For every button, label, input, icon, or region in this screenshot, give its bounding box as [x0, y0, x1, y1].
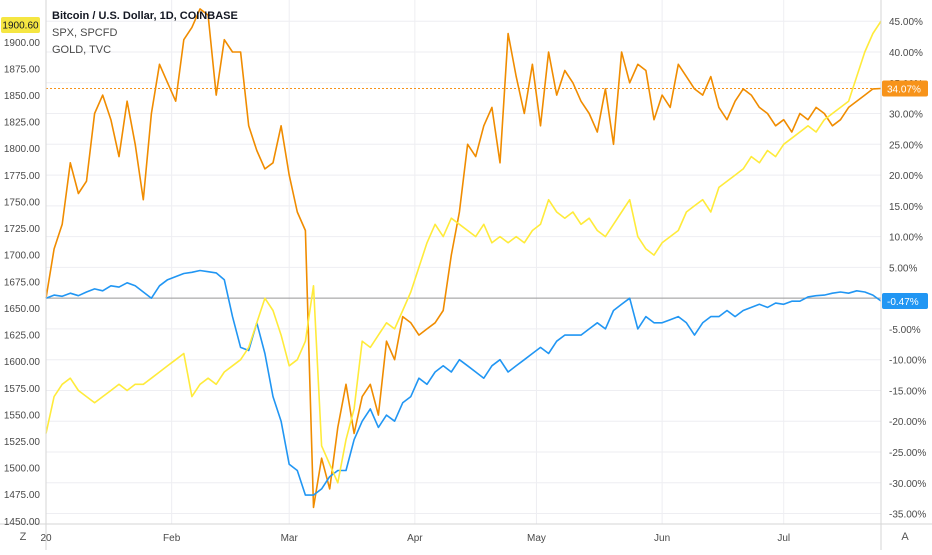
left-tick-label-1: 1475.00 — [4, 490, 41, 501]
left-tick-label-0: 1450.00 — [4, 517, 41, 528]
auto-scale-button[interactable]: A — [901, 531, 909, 543]
right-tick-label-7: 10.00% — [889, 233, 923, 244]
left-tick-label-13: 1775.00 — [4, 171, 41, 182]
x-tick-label-3: Apr — [407, 533, 423, 544]
left-tick-label-2: 1500.00 — [4, 464, 41, 475]
left-tick-label-11: 1725.00 — [4, 224, 41, 235]
left-tick-label-12: 1750.00 — [4, 197, 41, 208]
x-tick-label-2: Mar — [281, 533, 299, 544]
chart-legend: Bitcoin / U.S. Dollar, 1D, COINBASE SPX,… — [52, 8, 238, 59]
right-tick-label-4: 25.00% — [889, 140, 923, 151]
x-tick-label-1: Feb — [163, 533, 181, 544]
legend-item-gold[interactable]: GOLD, TVC — [52, 44, 112, 56]
left-price-badge-label: 1900.60 — [2, 21, 39, 32]
right-badge-label-1: -0.47% — [887, 297, 919, 308]
left-tick-label-9: 1675.00 — [4, 277, 41, 288]
x-tick-label-5: Jun — [654, 533, 670, 544]
right-tick-label-13: -20.00% — [889, 417, 926, 428]
left-tick-label-14: 1800.00 — [4, 144, 41, 155]
series-line-2 — [45, 20, 882, 484]
right-tick-label-14: -25.00% — [889, 448, 926, 459]
left-tick-label-18: 1900.00 — [4, 38, 41, 49]
plot-area — [46, 0, 881, 524]
right-tick-label-11: -10.00% — [889, 356, 926, 367]
x-tick-label-4: May — [527, 533, 546, 544]
right-tick-label-1: 40.00% — [889, 48, 923, 59]
left-tick-label-6: 1600.00 — [4, 357, 41, 368]
legend-item-bitcoin[interactable]: Bitcoin / U.S. Dollar, 1D, COINBASE — [52, 10, 238, 22]
right-tick-label-12: -15.00% — [889, 386, 926, 397]
left-tick-label-5: 1575.00 — [4, 384, 41, 395]
right-tick-label-3: 30.00% — [889, 110, 923, 121]
left-tick-label-7: 1625.00 — [4, 331, 41, 342]
left-tick-label-15: 1825.00 — [4, 118, 41, 129]
right-badge-1 — [882, 293, 928, 310]
series-line-0 — [45, 8, 882, 509]
left-price-badge — [1, 17, 40, 33]
left-tick-label-16: 1850.00 — [4, 91, 41, 102]
right-badge-0 — [882, 80, 928, 97]
right-tick-label-6: 15.00% — [889, 202, 923, 213]
right-tick-label-10: -5.00% — [889, 325, 921, 336]
zoom-toggle-button[interactable]: Z — [19, 531, 27, 543]
left-tick-label-17: 1875.00 — [4, 64, 41, 75]
right-badge-label-0: 34.07% — [887, 84, 921, 95]
right-tick-label-0: 45.00% — [889, 17, 923, 28]
x-tick-label-6: Jul — [777, 533, 790, 544]
right-tick-label-8: 5.00% — [889, 263, 917, 274]
right-tick-label-5: 20.00% — [889, 171, 923, 182]
left-tick-label-10: 1700.00 — [4, 251, 41, 262]
legend-item-spx[interactable]: SPX, SPCFD — [52, 27, 118, 39]
right-tick-label-16: -35.00% — [889, 510, 926, 521]
x-tick-label-0: 20 — [40, 533, 52, 544]
series-line-1 — [45, 269, 882, 496]
left-tick-label-4: 1550.00 — [4, 410, 41, 421]
right-tick-label-15: -30.00% — [889, 479, 926, 490]
left-tick-label-3: 1525.00 — [4, 437, 41, 448]
left-tick-label-8: 1650.00 — [4, 304, 41, 315]
